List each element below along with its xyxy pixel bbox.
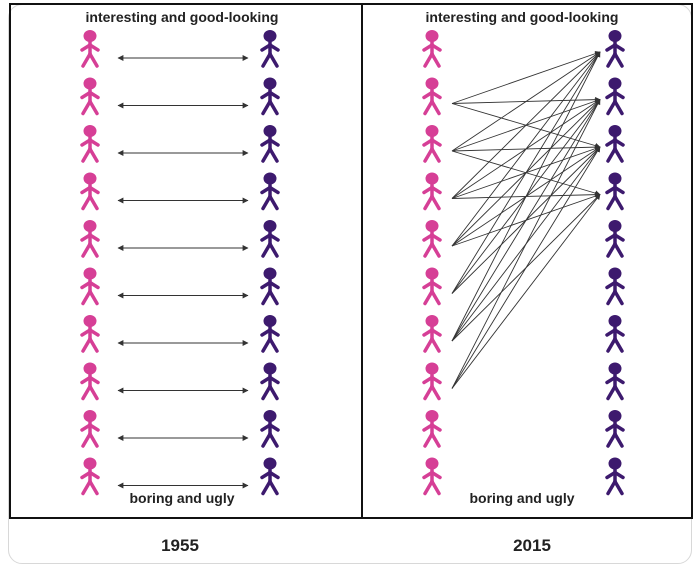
man-figure-left [260,315,280,353]
left-bottom-label: boring and ugly [130,490,235,506]
man-figure-right [605,220,625,258]
figures [80,30,625,496]
woman-figure-left [80,220,100,258]
woman-figure-right [422,410,442,448]
man-figure-right [605,362,625,401]
man-figure-left [260,30,280,68]
left-panel-border [9,3,363,519]
arrows [117,51,601,489]
woman-figure-right [422,30,442,68]
match-arrow-right [451,99,601,389]
woman-figure-left [80,315,100,353]
woman-figure-right [422,220,442,258]
woman-figure-right [422,77,442,116]
match-arrow-right [451,146,601,389]
match-arrow-right [451,51,601,199]
man-figure-right [605,30,625,68]
match-arrow-right [451,51,601,294]
woman-figure-left [80,77,100,116]
right-top-label: interesting and good-looking [426,9,619,25]
left-top-label: interesting and good-looking [86,9,279,25]
man-figure-left [260,125,280,163]
man-figure-right [605,457,625,496]
man-figure-right [605,410,625,448]
match-arrow-right [451,51,601,152]
woman-figure-right [422,125,442,163]
woman-figure-right [422,315,442,353]
man-figure-left [260,172,280,211]
man-figure-right [605,125,625,163]
match-arrow-right [451,194,601,389]
match-arrow-right [451,51,601,104]
man-figure-left [260,457,280,496]
man-figure-right [605,77,625,116]
man-figure-right [605,315,625,353]
woman-figure-left [80,30,100,68]
right-panel-border [361,3,693,519]
woman-figure-left [80,362,100,401]
match-arrow-right [451,51,601,247]
man-figure-right [605,172,625,211]
man-figure-left [260,220,280,258]
woman-figure-left [80,457,100,496]
year-label-2015: 2015 [513,536,551,555]
man-figure-right [605,267,625,306]
right-bottom-label: boring and ugly [470,490,575,506]
man-figure-left [260,410,280,448]
match-arrow-right [451,51,601,342]
woman-figure-left [80,125,100,163]
man-figure-left [260,77,280,116]
year-label-1955: 1955 [161,536,199,555]
match-arrow-right [451,99,601,342]
woman-figure-right [422,362,442,401]
woman-figure-left [80,267,100,306]
image-frame [8,4,692,564]
woman-figure-left [80,410,100,448]
woman-figure-right [422,267,442,306]
woman-figure-left [80,172,100,211]
woman-figure-right [422,172,442,211]
woman-figure-right [422,457,442,496]
man-figure-left [260,362,280,401]
man-figure-left [260,267,280,306]
